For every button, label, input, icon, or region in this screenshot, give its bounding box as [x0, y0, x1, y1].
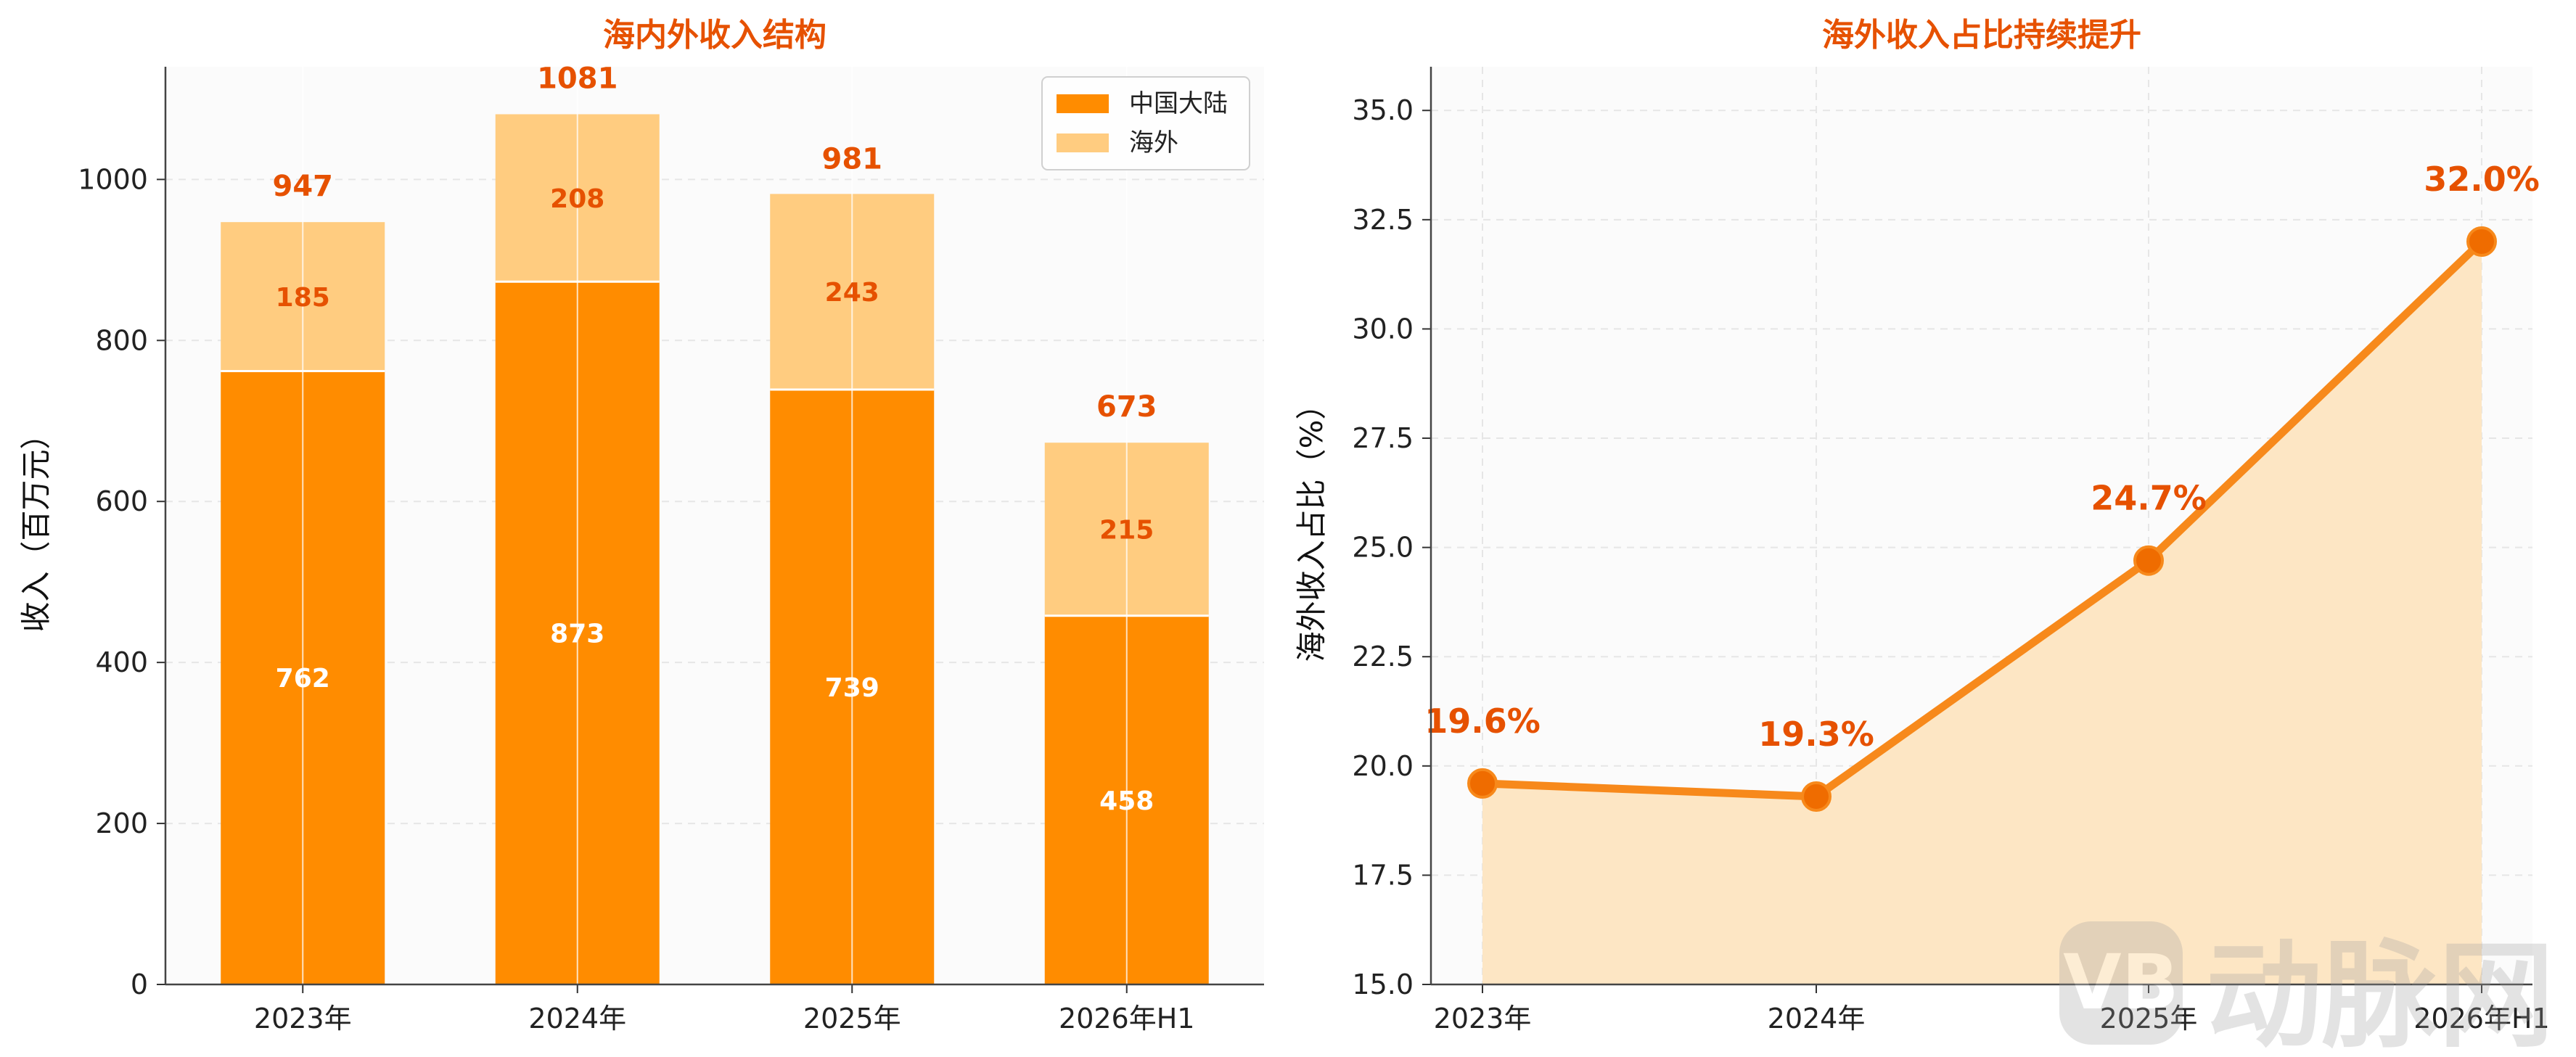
legend-swatch-overseas [1057, 133, 1109, 152]
series-line [1478, 237, 2486, 801]
y-tick-label: 30.0 [1352, 313, 1414, 345]
data-point [1467, 768, 1498, 799]
y-tick-label: 200 [95, 807, 148, 839]
y-tick-label: 1000 [78, 163, 148, 195]
watermark-text: 动脉网 [2206, 928, 2554, 1057]
data-label: 19.6% [1424, 702, 1541, 741]
data-point [1801, 781, 1831, 812]
watermark: VB 动脉网 [2059, 921, 2554, 1057]
x-tick-label: 2023年 [1434, 1003, 1532, 1035]
data-label-mainland: 873 [550, 620, 604, 649]
y-tick-label: 20.0 [1352, 750, 1414, 782]
data-label-mainland: 762 [276, 664, 330, 694]
x-tick-label: 2024年 [1768, 1003, 1866, 1035]
vb-logo-icon: VB [2059, 921, 2183, 1045]
y-tick-label: 400 [95, 646, 148, 678]
data-label-total: 981 [822, 142, 883, 176]
y-tick-label: 35.0 [1352, 94, 1414, 126]
area-fill [1482, 241, 2482, 984]
legend-label-mainland: 中国大陆 [1129, 89, 1228, 118]
overseas-share-chart: 15.0 17.5 20.0 22.5 25.0 27.5 30.0 32.5 35.0 19.6… [1294, 17, 2550, 1035]
y-tick-label: 22.5 [1352, 641, 1414, 673]
y-tick-label: 600 [95, 485, 148, 517]
revenue-structure-chart: 0 200 400 600 800 1000 762 185 947 2023年 873 208 108… [18, 17, 1264, 1035]
y-tick-label: 800 [95, 324, 148, 356]
chart-title: 海内外收入结构 [603, 17, 826, 54]
x-tick-label: 2024年 [528, 1003, 626, 1035]
data-label-overseas: 208 [550, 184, 604, 214]
data-label: 19.3% [1758, 715, 1874, 754]
x-tick-label: 2026年H1 [1059, 1003, 1194, 1035]
y-axis-label: 收入（百万元） [18, 419, 54, 632]
y-axis-label: 海外收入占比（%） [1294, 390, 1329, 662]
y-tick-label: 25.0 [1352, 532, 1414, 564]
vb-logo-badge [2059, 921, 2183, 1045]
data-label: 24.7% [2091, 479, 2207, 518]
data-label-total: 947 [273, 170, 334, 203]
chart-title: 海外收入占比持续提升 [1822, 17, 2141, 54]
x-tick-label: 2025年 [803, 1003, 901, 1035]
data-label-overseas: 215 [1099, 515, 1154, 545]
y-tick-label: 0 [131, 968, 148, 1000]
legend-label-overseas: 海外 [1129, 128, 1178, 157]
data-label-total: 1081 [537, 62, 618, 95]
y-tick-label: 32.5 [1352, 204, 1414, 236]
y-tick-label: 27.5 [1352, 422, 1414, 454]
data-label-overseas: 185 [276, 283, 330, 313]
data-label-mainland: 739 [825, 673, 879, 703]
vb-logo-letters: VB [2063, 938, 2179, 1027]
x-tick-label: 2025年 [2100, 1003, 2198, 1035]
data-label-total: 673 [1096, 390, 1157, 424]
y-tick-label: 17.5 [1352, 859, 1414, 891]
x-tick-label: 2023年 [254, 1003, 352, 1035]
x-tick-label: 2026年H1 [2413, 1003, 2549, 1035]
data-point [2466, 226, 2497, 257]
data-label: 32.0% [2424, 160, 2540, 199]
data-label-overseas: 243 [825, 278, 879, 308]
data-point [2133, 545, 2164, 576]
data-label-mainland: 458 [1099, 786, 1154, 816]
legend-swatch-mainland [1057, 94, 1109, 113]
y-tick-label: 15.0 [1352, 968, 1414, 1000]
